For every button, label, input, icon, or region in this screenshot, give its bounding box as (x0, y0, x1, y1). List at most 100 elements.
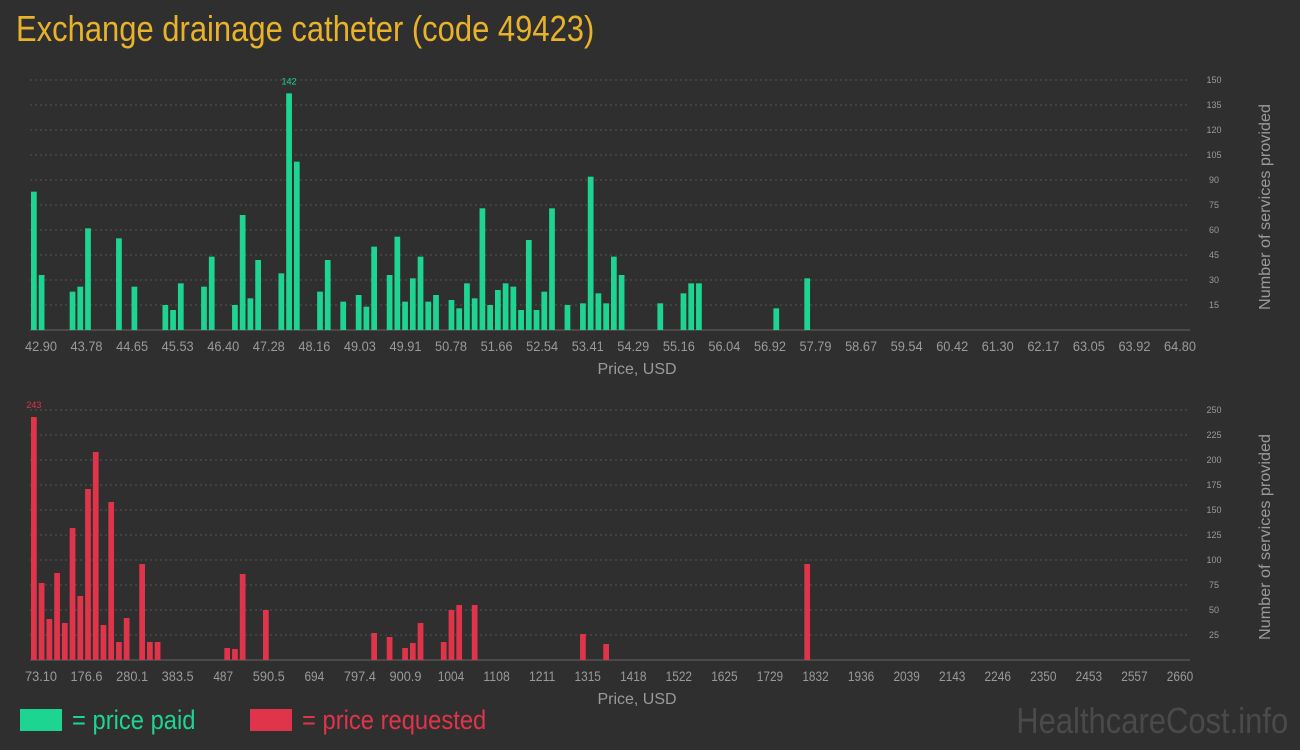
bar (804, 278, 811, 330)
x-axis-label: Price, USD (597, 691, 676, 708)
x-tick-label: 1108 (483, 668, 510, 684)
y-tick-label: 120 (1206, 125, 1221, 135)
bar (208, 256, 215, 330)
bar (688, 283, 695, 330)
bar (46, 619, 53, 660)
x-tick-label: 61.30 (982, 338, 1014, 354)
x-tick-label: 59.54 (891, 338, 923, 354)
bar (580, 303, 586, 330)
x-tick-label: 1729 (757, 668, 784, 684)
y-axis-label: Number of services provided (1257, 104, 1274, 310)
bar (31, 191, 37, 330)
y-tick-label: 225 (1206, 430, 1221, 440)
x-tick-label: 53.41 (572, 338, 604, 354)
bar (603, 303, 609, 330)
x-tick-label: 55.16 (663, 338, 695, 354)
chart-paid: 15 30 45 60 75 90 105 120 135 150 142 42.90 43.78 44.… (25, 75, 1274, 378)
x-tick-label: 56.04 (708, 338, 740, 354)
bar (595, 293, 602, 330)
bar (201, 286, 207, 330)
bar (139, 564, 145, 660)
bar (232, 649, 238, 660)
x-tick-label: 2557 (1121, 668, 1148, 684)
bar (402, 648, 408, 660)
y-tick-label: 125 (1206, 530, 1221, 540)
x-tick-label: 43.78 (71, 338, 103, 354)
x-tick-label: 56.92 (754, 338, 786, 354)
bar (255, 260, 261, 330)
y-tick-label: 30 (1209, 275, 1219, 285)
bar (502, 283, 509, 330)
x-tick-label: 797.4 (344, 668, 376, 684)
x-tick-label: 383.5 (162, 668, 194, 684)
bar (116, 642, 122, 660)
legend-paid-label: = price paid (72, 704, 196, 735)
x-tick-label: 176.6 (71, 668, 103, 684)
peak-label: 142 (282, 76, 297, 86)
x-tick-label: 42.90 (25, 338, 57, 354)
bar (131, 286, 138, 330)
x-axis-label: Price, USD (597, 361, 676, 378)
bar (471, 605, 478, 660)
x-tick-label: 64.80 (1164, 338, 1196, 354)
bar (293, 161, 300, 330)
legend-requested-label: = price requested (302, 704, 487, 735)
bar (278, 273, 285, 330)
bar (61, 623, 68, 660)
bar (247, 298, 254, 330)
x-tick-label: 1936 (848, 668, 875, 684)
bar (77, 596, 84, 660)
y-tick-label: 25 (1209, 630, 1219, 640)
legend-paid: = price paid (20, 703, 212, 737)
bar (471, 298, 478, 330)
bar (108, 502, 115, 660)
x-tick-label: 280.1 (116, 668, 148, 684)
bar (54, 573, 60, 660)
peak-label: 243 (26, 400, 41, 410)
y-axis-label: Number of services provided (1257, 434, 1274, 640)
bar (456, 308, 463, 330)
x-tick-label: 48.16 (298, 338, 330, 354)
bar (162, 305, 169, 330)
x-tick-label: 694 (304, 668, 324, 684)
bar (239, 215, 246, 330)
bar (371, 633, 377, 660)
bar (580, 634, 586, 660)
y-tick-label: 135 (1206, 100, 1221, 110)
bar (147, 642, 153, 660)
bar (232, 305, 238, 330)
bar (611, 256, 617, 330)
legend-requested: = price requested (250, 703, 511, 737)
bar (417, 256, 424, 330)
x-tick-label: 2453 (1076, 668, 1103, 684)
bar (263, 610, 269, 660)
bar (541, 291, 548, 330)
x-tick-label: 2246 (985, 668, 1012, 684)
y-tick-label: 100 (1206, 555, 1221, 565)
bar (680, 293, 687, 330)
bar (448, 610, 455, 660)
bar (85, 489, 91, 660)
x-tick-label: 1522 (666, 668, 693, 684)
bar (425, 301, 432, 330)
x-tick-label: 54.29 (617, 338, 649, 354)
y-tick-label: 105 (1206, 150, 1221, 160)
bar (479, 208, 486, 330)
y-tick-label: 200 (1206, 455, 1221, 465)
bar (394, 236, 401, 330)
bar (317, 291, 323, 330)
x-tick-label: 1211 (529, 668, 556, 684)
bar (69, 291, 76, 330)
y-tick-label: 90 (1209, 175, 1219, 185)
x-tick-label: 590.5 (253, 668, 285, 684)
x-tick-label: 63.92 (1118, 338, 1150, 354)
x-tick-label: 1832 (802, 668, 829, 684)
x-tick-label: 900.9 (389, 668, 421, 684)
bar (402, 301, 408, 330)
bar (116, 238, 122, 330)
x-tick-label: 73.10 (25, 668, 57, 684)
x-tick-label: 51.66 (481, 338, 513, 354)
bar (525, 240, 532, 330)
x-tick-label: 2039 (893, 668, 920, 684)
